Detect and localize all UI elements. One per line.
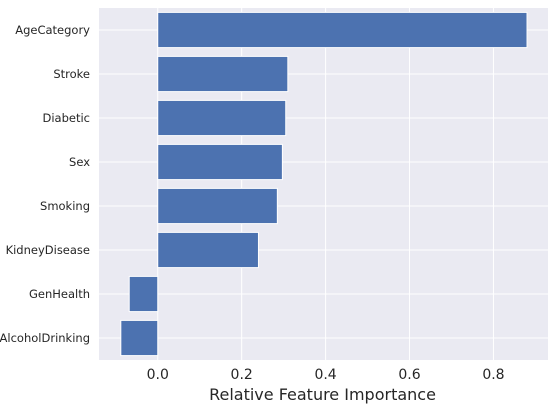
y-tick-label: AlcoholDrinking: [0, 331, 90, 345]
bar-agecategory: [157, 11, 528, 49]
bar-alcoholdrinking: [120, 319, 159, 357]
y-tick-label: Diabetic: [43, 111, 91, 125]
y-tick-label: GenHealth: [29, 287, 90, 301]
bar-sex: [157, 143, 283, 181]
y-tick-label: Sex: [69, 155, 90, 169]
y-tick-label: AgeCategory: [15, 23, 90, 37]
bar-diabetic: [157, 99, 287, 137]
y-tick-label: Stroke: [53, 67, 90, 81]
x-tick-label: 0.6: [398, 367, 420, 383]
bar-kidneydisease: [157, 231, 259, 269]
bar-smoking: [157, 187, 278, 225]
bars: [120, 11, 528, 357]
y-tick-label: Smoking: [40, 199, 90, 213]
x-tick-labels: 0.0 0.2 0.4 0.6 0.8: [147, 367, 505, 383]
x-tick-label: 0.2: [231, 367, 253, 383]
y-tick-label: KidneyDisease: [6, 243, 90, 257]
x-tick-label: 0.4: [314, 367, 336, 383]
bar-genhealth: [128, 275, 159, 313]
y-tick-labels: AgeCategory Stroke Diabetic Sex Smoking Kidne…: [0, 23, 90, 345]
bar-stroke: [157, 55, 289, 93]
x-tick-label: 0.0: [147, 367, 169, 383]
x-axis-title: Relative Feature Importance: [209, 385, 436, 404]
x-tick-label: 0.8: [482, 367, 504, 383]
